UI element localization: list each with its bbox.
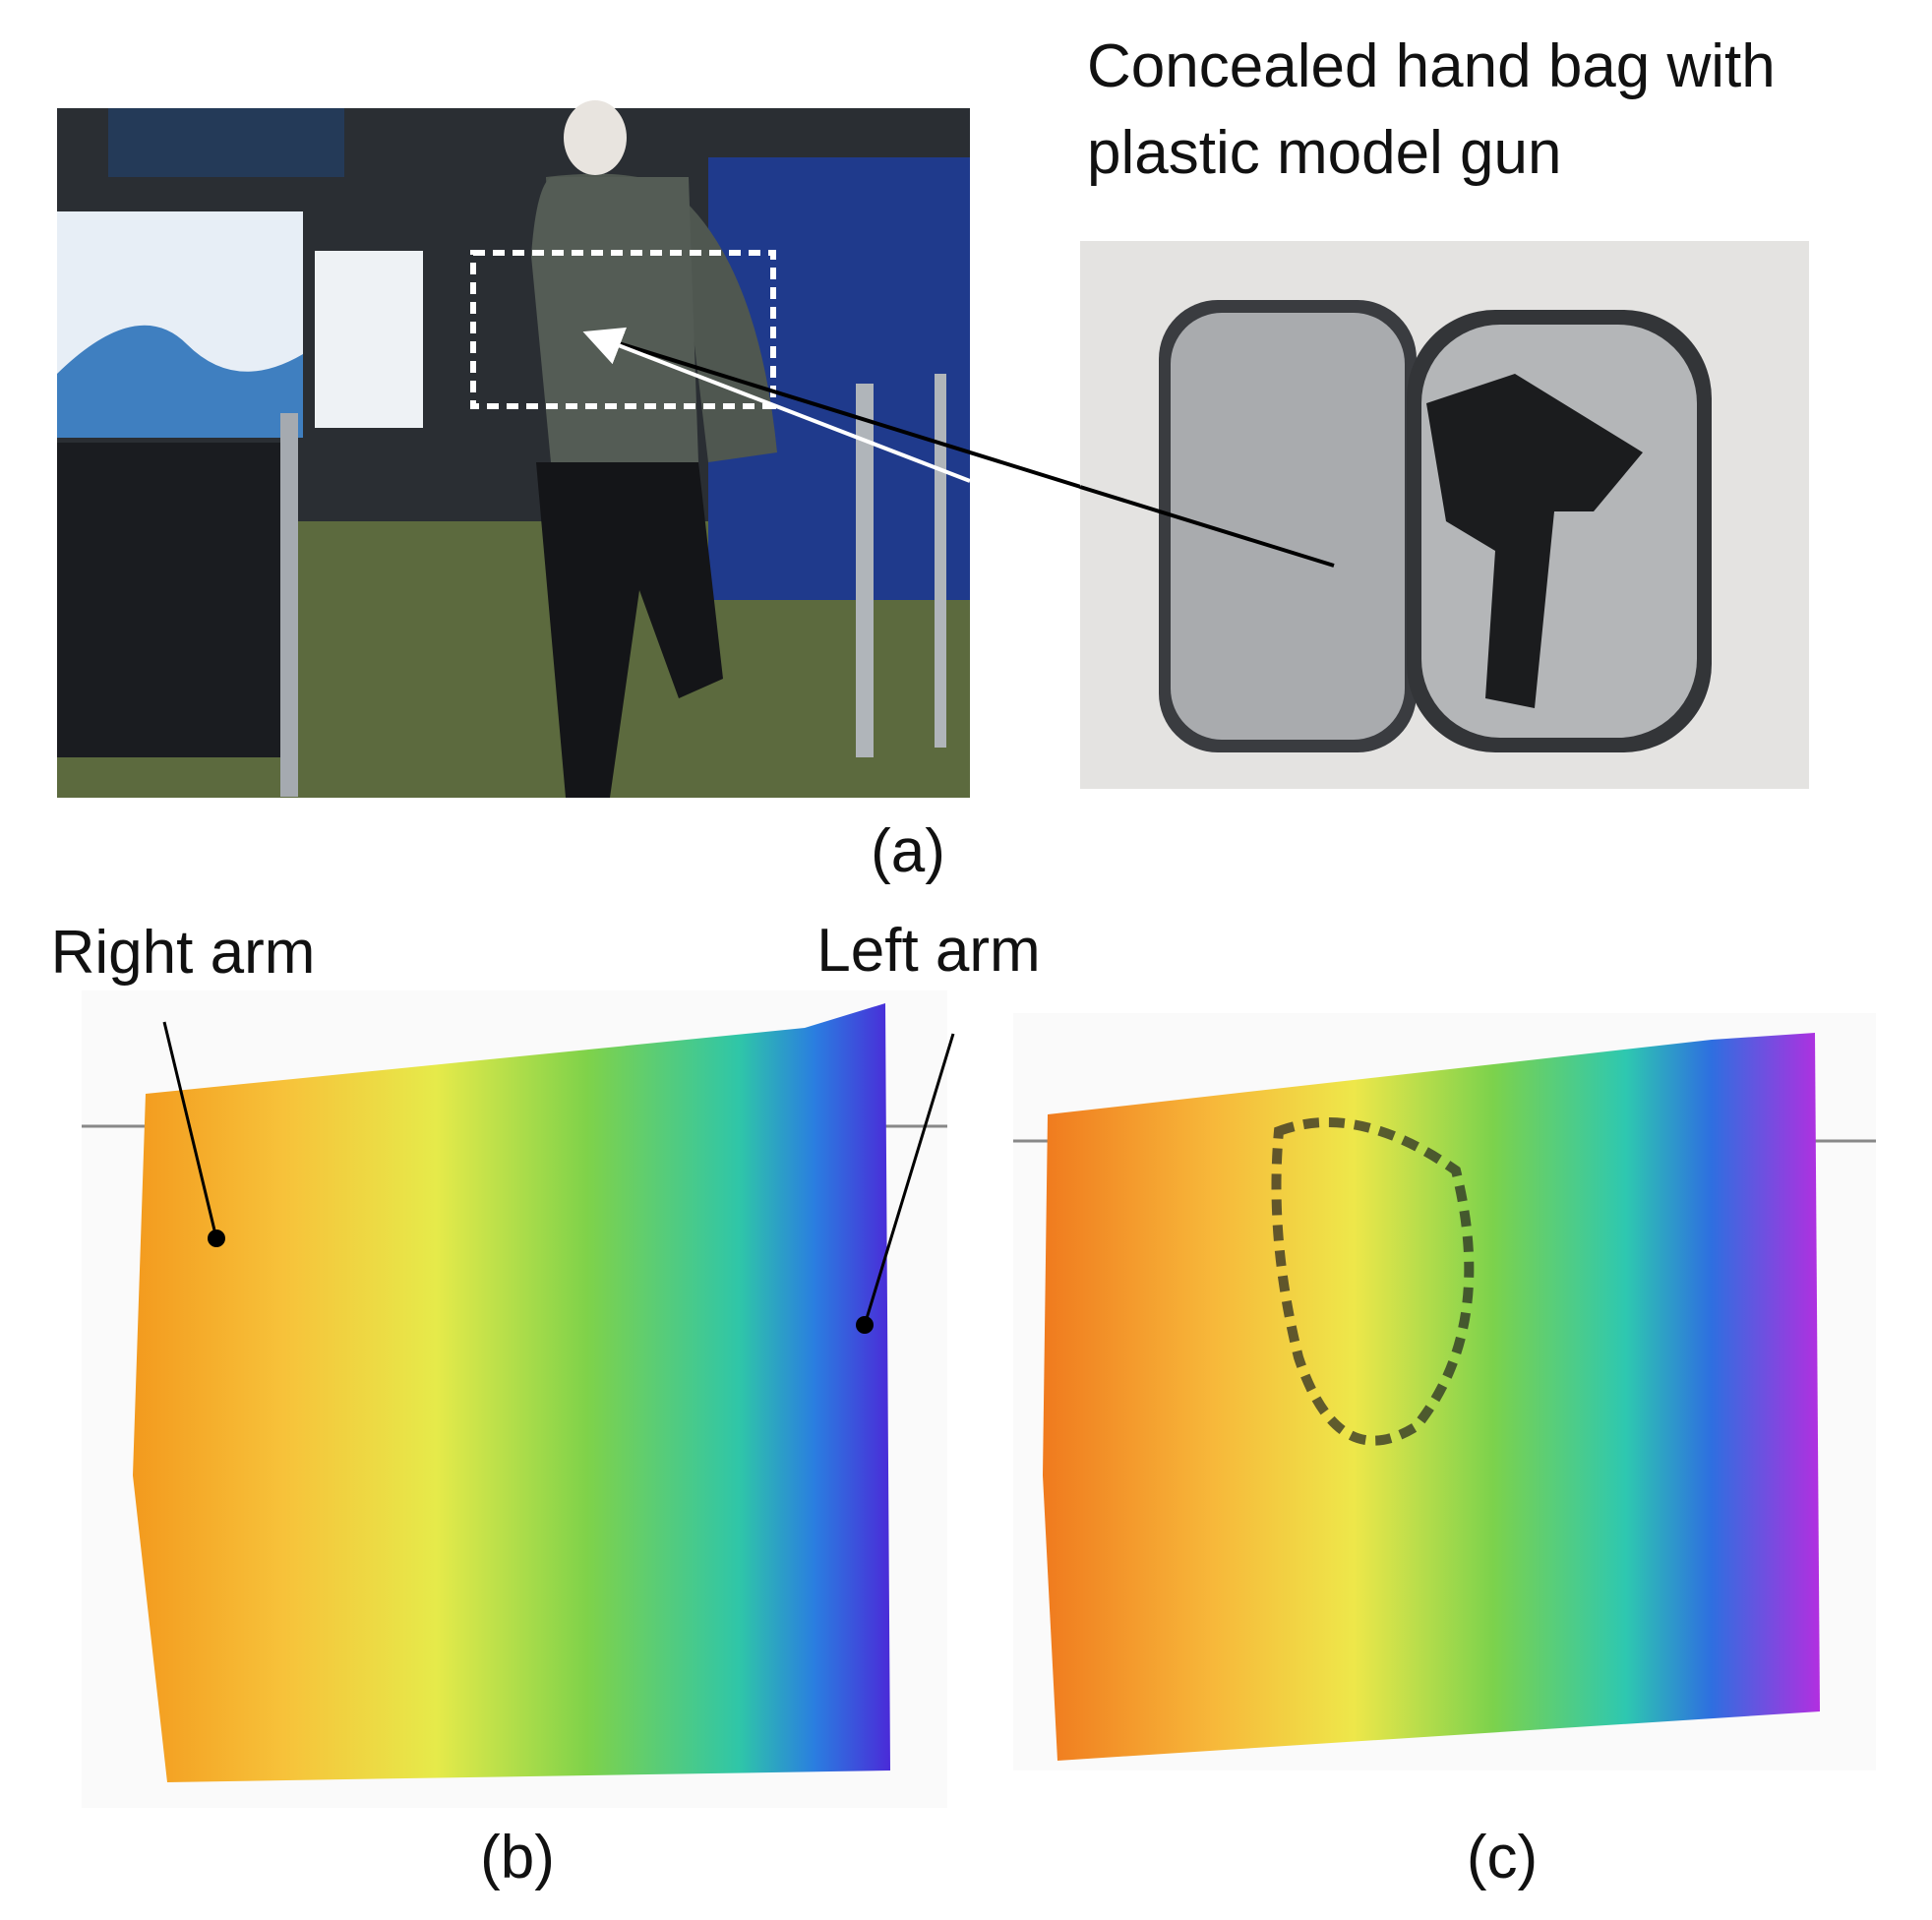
caption: (a) — [871, 817, 945, 885]
dot — [208, 1230, 225, 1247]
leader — [162, 1021, 218, 1239]
dot — [856, 1316, 874, 1334]
arrow-head — [582, 327, 971, 483]
annotation: plastic model gun — [1087, 119, 1562, 187]
caption: (b) — [480, 1824, 555, 1891]
photo-bag — [1079, 241, 1809, 789]
caption: (c) — [1467, 1824, 1538, 1891]
gun-outline — [1271, 1117, 1475, 1446]
label: Left arm — [816, 917, 1040, 985]
annotation: Concealed hand bag with — [1087, 32, 1776, 100]
label: Right arm — [51, 919, 316, 987]
photo-scene — [57, 100, 970, 798]
leader — [863, 1033, 955, 1326]
depth-map — [133, 1003, 890, 1782]
